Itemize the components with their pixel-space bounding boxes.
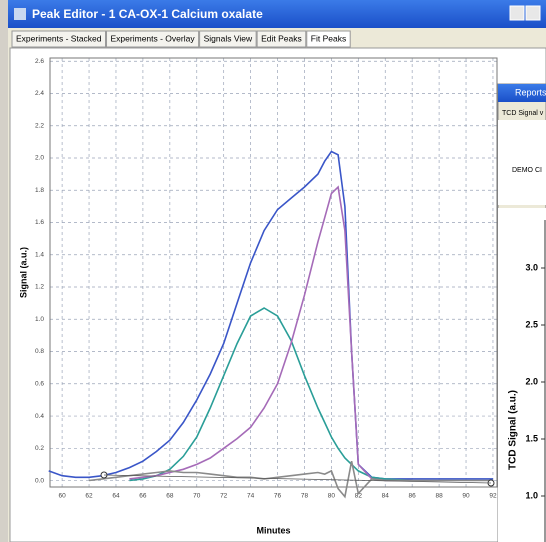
x-tick-label: 78 (301, 493, 309, 500)
y-tick-label: 1.2 (35, 284, 44, 291)
y-tick-label: 2.4 (35, 90, 44, 97)
signal-line (129, 185, 413, 482)
x-tick-label: 80 (328, 493, 336, 500)
x-tick-label: 88 (435, 493, 443, 500)
x-tick-label: 68 (166, 493, 174, 500)
minimize-button[interactable] (509, 5, 525, 21)
tab-label[interactable]: Experiments - Overlay (111, 33, 196, 43)
signal-line (88, 461, 493, 499)
tab[interactable] (199, 30, 257, 48)
tab[interactable] (11, 30, 107, 48)
y-tick-label: 0.6 (35, 381, 44, 388)
app-icon (14, 8, 26, 20)
x-tick-label: 76 (274, 493, 282, 500)
y-tick-label: 1.0 (35, 316, 44, 323)
window-title: Peak Editor - 1 CA-OX-1 Calcium oxalate (32, 7, 263, 21)
x-tick-label: 66 (139, 493, 147, 500)
tab-label[interactable]: Experiments - Stacked (16, 33, 102, 43)
y-tick-label: 0.2 (35, 445, 44, 452)
y-tick-label: 0.4 (35, 413, 44, 420)
tab[interactable] (256, 30, 307, 48)
y-tick-label: 1.8 (35, 187, 44, 194)
x-tick-label: 62 (85, 493, 93, 500)
x-tick-label: 86 (409, 493, 417, 500)
y-tick-label: 2.6 (35, 58, 44, 65)
y-tick-label: 0.0 (35, 477, 44, 484)
x-tick-label: 92 (489, 493, 497, 500)
x-axis-label: Minutes (256, 525, 290, 535)
tab[interactable] (106, 30, 200, 48)
tab[interactable] (306, 30, 351, 48)
y-tick-label: 1.6 (35, 219, 44, 226)
report-tick-label: 1.5 (525, 433, 538, 443)
x-tick-label: 90 (462, 493, 470, 500)
x-tick-label: 74 (247, 493, 255, 500)
plot-frame (49, 57, 498, 488)
report-tick-label: 2.0 (525, 376, 538, 386)
report-header (498, 120, 546, 205)
baseline (103, 474, 492, 484)
report-demo: DEMO CI (512, 167, 542, 174)
x-tick-label: 84 (382, 493, 390, 500)
title-bar (8, 0, 546, 28)
y-tick-label: 2.0 (35, 155, 44, 162)
report-title: Reports (515, 87, 546, 97)
x-tick-label: 70 (193, 493, 201, 500)
x-tick-label: 60 (59, 493, 67, 500)
y-tick-label: 1.4 (35, 251, 44, 258)
report-tick-label: 2.5 (525, 319, 538, 329)
y-tick-label: 2.2 (35, 122, 44, 129)
report-title-bar (498, 84, 546, 102)
report-plot (498, 208, 546, 542)
tab-label[interactable]: Edit Peaks (261, 33, 302, 43)
plot-panel (9, 47, 546, 542)
x-tick-label: 72 (220, 493, 228, 500)
report-tick-label: 3.0 (525, 262, 538, 272)
y-tick-label: 0.8 (35, 348, 44, 355)
report-y-label: TCD Signal (a.u.) (508, 390, 519, 470)
report-tick-label: 1.0 (525, 490, 538, 500)
tab-label[interactable]: Fit Peaks (311, 33, 346, 43)
report-tab[interactable]: TCD Signal v (502, 110, 544, 117)
maximize-button[interactable] (525, 5, 541, 21)
x-tick-label: 82 (355, 493, 363, 500)
tab-label[interactable]: Signals View (204, 33, 253, 43)
x-tick-label: 64 (112, 493, 120, 500)
y-axis-label: Signal (a.u.) (18, 247, 28, 298)
